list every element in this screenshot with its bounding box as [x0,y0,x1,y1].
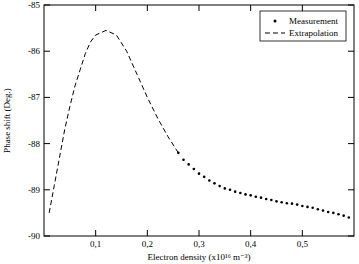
legend-swatch [265,33,285,34]
measurement-point [275,200,278,203]
measurement-point [260,196,263,199]
x-tick-top [199,5,200,11]
measurement-point [193,168,196,171]
measurement-point [311,207,314,210]
x-tick-label: 0,5 [297,239,309,249]
measurement-point [270,199,273,202]
measurement-point [337,213,340,216]
x-axis-label: Electron density (x10¹⁶ m⁻³) [147,252,250,262]
y-tick-right [348,97,354,98]
y-tick-right [348,236,354,237]
measurement-point [327,211,330,214]
x-tick-top [302,5,303,11]
measurement-point [332,212,335,215]
legend: Measurement Extrapolation [260,11,346,41]
measurement-point [286,202,289,205]
x-tick [302,230,303,236]
measurement-point [224,187,227,190]
x-tick-label: 0,4 [245,239,257,249]
y-tick-label: -86 [28,46,40,56]
measurement-point [182,158,185,161]
measurement-point [239,192,242,195]
measurement-point [296,203,299,206]
measurement-point [187,163,190,166]
measurement-point [306,206,309,209]
y-tick-right [348,189,354,190]
legend-label: Extrapolation [289,28,338,38]
y-tick-label: -90 [28,231,40,241]
plot-frame [44,5,354,236]
measurement-point [348,216,351,219]
measurement-point [301,205,304,208]
measurement-point [322,209,325,212]
x-tick-top [250,5,251,11]
measurement-point [317,208,320,211]
measurement-point [244,193,247,196]
x-tick-top [95,5,96,11]
plot-data [49,30,350,218]
extrapolation-line [49,30,178,212]
y-tick-right [348,5,354,6]
y-axis-label: Phase shift (Deg.) [2,88,12,153]
x-tick [95,230,96,236]
measurement-point [208,179,211,182]
y-tick-label: -85 [28,0,40,10]
y-tick-right [348,143,354,144]
y-tick [44,236,50,237]
x-tick [199,230,200,236]
x-tick [250,230,251,236]
measurement-point [342,214,345,217]
measurement-point [218,185,221,188]
chart: 0,1 0,2 0,3 0,4 0,5 -90 -89 -88 -87 -86 -85 Electro… [0,0,359,264]
measurement-point [203,176,206,179]
measurement-point [229,189,232,192]
x-tick-label: 0,2 [142,239,153,249]
y-tick [44,143,50,144]
y-tick [44,51,50,52]
measurement-point [249,194,252,197]
x-tick-top [147,5,148,11]
x-tick-label: 0,1 [90,239,101,249]
legend-label: Measurement [289,16,338,26]
legend-box [260,11,346,41]
y-tick [44,189,50,190]
measurement-point [234,190,237,193]
measurement-point [213,182,216,185]
measurement-point [198,172,201,175]
x-tick [147,230,148,236]
y-tick-label: -89 [28,185,40,195]
measurement-point [255,195,258,198]
y-tick-label: -88 [28,139,40,149]
measurement-point [291,202,294,205]
legend-swatch [274,20,277,23]
y-tick-label: -87 [28,92,40,102]
y-tick [44,5,50,6]
x-tick-label: 0,3 [193,239,205,249]
y-tick [44,97,50,98]
measurement-point [265,198,268,201]
y-tick-right [348,51,354,52]
measurement-point [280,201,283,204]
